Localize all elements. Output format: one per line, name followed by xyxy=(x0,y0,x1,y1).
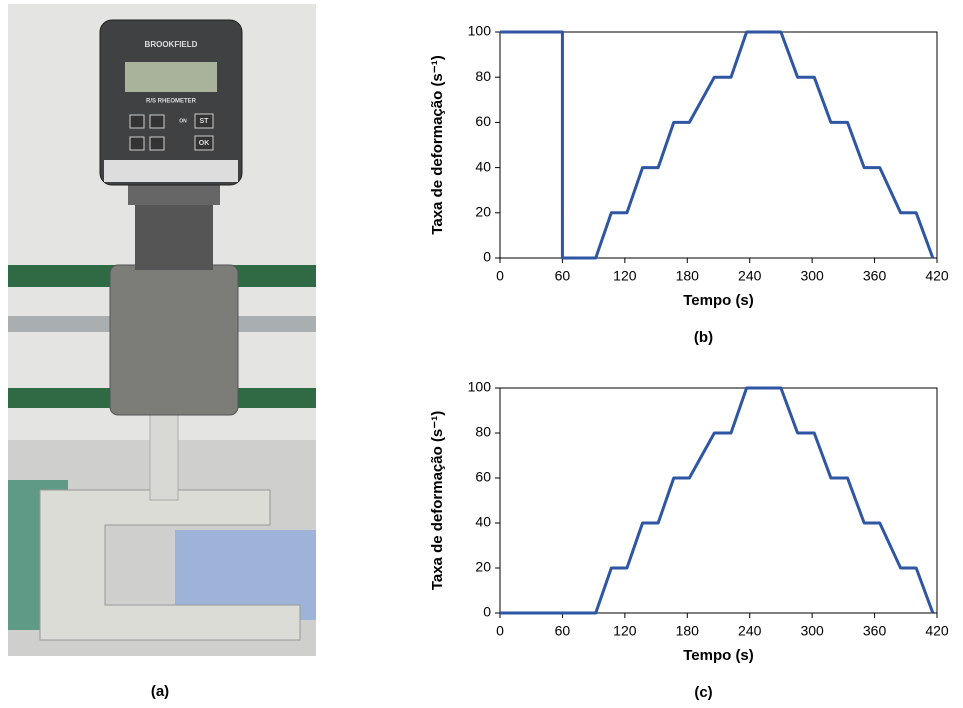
x-axis-label: Tempo (s) xyxy=(683,647,754,664)
x-tick-label: 300 xyxy=(800,623,824,639)
y-tick-label: 100 xyxy=(468,379,492,395)
head-base xyxy=(104,160,238,182)
data-line xyxy=(500,30,935,260)
button xyxy=(149,114,165,129)
x-tick-label: 60 xyxy=(555,268,571,284)
stand-column xyxy=(149,409,179,501)
x-tick-label: 360 xyxy=(863,623,887,639)
plot-frame xyxy=(499,31,938,259)
x-tick-label: 420 xyxy=(925,268,949,284)
x-tick-label: 240 xyxy=(738,268,762,284)
x-tick-label: 120 xyxy=(613,268,637,284)
x-tick-label: 0 xyxy=(496,268,504,284)
y-tick-label: 40 xyxy=(475,158,491,174)
button xyxy=(129,114,145,129)
brand: BROOKFIELD xyxy=(145,40,198,49)
x-tick-label: 240 xyxy=(738,623,762,639)
y-tick-label: 80 xyxy=(475,424,491,440)
indicator: ON xyxy=(179,118,187,124)
panel-caption: (c) xyxy=(694,684,712,701)
y-tick-label: 0 xyxy=(483,249,491,265)
x-tick-label: 0 xyxy=(496,623,504,639)
stand-base xyxy=(39,489,301,641)
x-tick-label: 180 xyxy=(676,268,700,284)
button-label: ST xyxy=(200,118,210,125)
button-label: OK xyxy=(199,140,210,147)
x-axis-label: Tempo (s) xyxy=(683,292,754,309)
spindle xyxy=(135,205,213,270)
button xyxy=(194,135,214,151)
y-tick-label: 100 xyxy=(468,23,492,39)
y-tick-label: 0 xyxy=(483,604,491,620)
x-tick-label: 120 xyxy=(613,623,637,639)
photo: BROOKFIELD R/S RHEOMETER ON ST OK (a) xyxy=(8,4,316,700)
cylinder xyxy=(109,264,239,416)
y-tick-label: 40 xyxy=(475,514,491,530)
data-line xyxy=(500,386,935,615)
panel-caption: (b) xyxy=(694,329,713,346)
y-tick-label: 80 xyxy=(475,68,491,84)
x-tick-label: 60 xyxy=(555,623,571,639)
y-axis-label: Taxa de deformação (s⁻¹) xyxy=(429,55,446,234)
button xyxy=(149,136,165,151)
plot-frame xyxy=(499,387,938,614)
y-tick-label: 60 xyxy=(475,113,491,129)
x-tick-label: 180 xyxy=(676,623,700,639)
y-tick-label: 20 xyxy=(475,204,491,220)
x-tick-label: 420 xyxy=(925,623,949,639)
y-axis-label: Taxa de deformação (s⁻¹) xyxy=(429,411,446,590)
button xyxy=(129,136,145,151)
coupling xyxy=(128,185,220,205)
button xyxy=(194,113,214,129)
x-tick-label: 300 xyxy=(800,268,824,284)
y-tick-label: 20 xyxy=(475,559,491,575)
x-tick-label: 360 xyxy=(863,268,887,284)
model: R/S RHEOMETER xyxy=(146,99,197,105)
display xyxy=(125,62,217,92)
panel-caption: (a) xyxy=(151,683,169,700)
y-tick-label: 60 xyxy=(475,469,491,485)
